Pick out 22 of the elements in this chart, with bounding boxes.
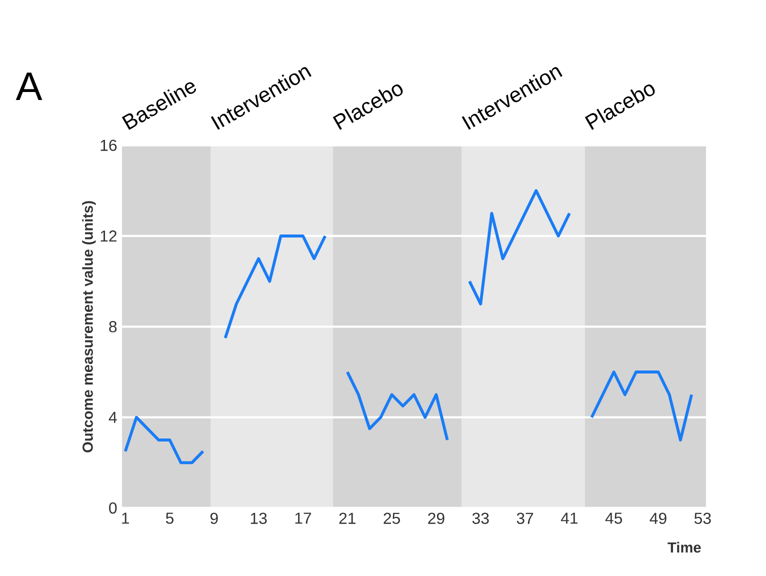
x-tick-label: 1 xyxy=(122,512,129,524)
x-tick-label: 17 xyxy=(295,512,312,524)
x-tick-label: 13 xyxy=(250,512,267,524)
x-tick-label: 49 xyxy=(650,512,666,524)
x-tick-label: 5 xyxy=(166,512,174,524)
x-tick-label: 53 xyxy=(694,512,711,524)
y-tick-label: 12 xyxy=(100,230,116,242)
x-tick-label: 25 xyxy=(384,512,400,524)
y-axis-title: Outcome measurement value (units) xyxy=(82,201,96,452)
x-tick-label: 21 xyxy=(339,512,356,524)
y-tick-label: 16 xyxy=(100,140,117,151)
x-axis-title: Time xyxy=(668,542,701,553)
x-tick-label: 37 xyxy=(516,512,534,524)
y-tick-label: 4 xyxy=(108,412,117,423)
y-tick-label: 8 xyxy=(109,321,117,332)
x-tick-label: 29 xyxy=(428,512,444,524)
x-tick-label: 33 xyxy=(472,512,489,524)
x-tick-label: 45 xyxy=(605,512,622,524)
x-tick-label: 9 xyxy=(210,512,218,524)
chart-title: A xyxy=(16,72,42,100)
x-tick-label: 41 xyxy=(560,512,578,524)
y-tick-label: 0 xyxy=(109,502,117,514)
